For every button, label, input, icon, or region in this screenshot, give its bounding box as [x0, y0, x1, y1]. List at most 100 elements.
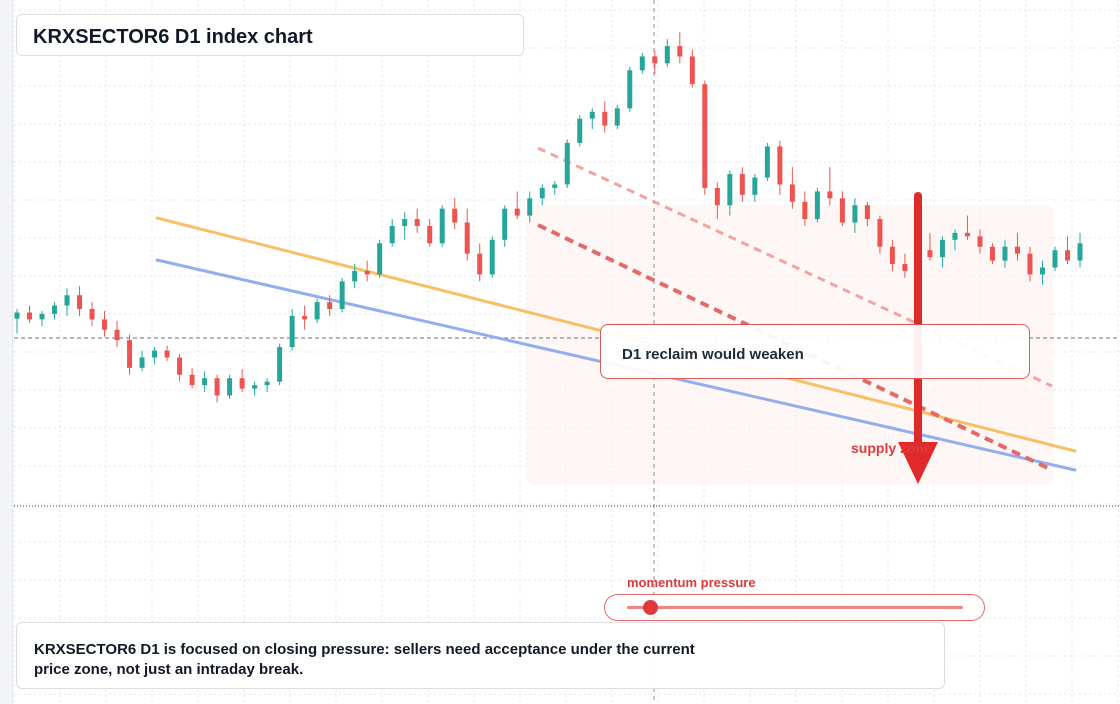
- candle-up: [64, 295, 70, 306]
- candle-up: [227, 378, 233, 396]
- candle-up: [277, 347, 283, 382]
- candle-down: [827, 191, 833, 199]
- bearish-arrow: [898, 192, 938, 484]
- candle-down: [427, 225, 433, 244]
- candle-down: [877, 219, 883, 247]
- left-rail: [0, 0, 13, 704]
- candle-down: [777, 146, 783, 185]
- title-card: KRXSECTOR6 D1 index chart: [16, 14, 524, 56]
- candle-down: [927, 250, 933, 258]
- candle-up: [52, 305, 58, 314]
- candle-down: [839, 198, 845, 223]
- candle-down: [127, 340, 133, 368]
- candle-down: [27, 312, 33, 320]
- candle-up: [352, 270, 358, 282]
- candle-up: [614, 108, 620, 126]
- momentum-label: momentum pressure: [627, 575, 756, 590]
- candle-down: [677, 46, 683, 57]
- candle-down: [102, 319, 108, 330]
- candle-up: [377, 243, 383, 275]
- candle-down: [1064, 250, 1070, 261]
- candle-down: [977, 236, 983, 247]
- momentum-track: [627, 606, 963, 609]
- candle-up: [664, 46, 670, 64]
- candle-up: [139, 357, 145, 368]
- reclaim-callout: D1 reclaim would weaken: [600, 324, 1030, 379]
- candle-down: [739, 174, 745, 195]
- candle-down: [964, 232, 970, 237]
- candle-up: [439, 208, 445, 244]
- candle-down: [864, 205, 870, 220]
- candle-down: [702, 84, 708, 188]
- candle-down: [902, 264, 908, 271]
- candle-up: [402, 219, 408, 226]
- candle-down: [414, 219, 420, 226]
- candle-up: [314, 302, 320, 320]
- lower-channel-line: [537, 223, 1053, 472]
- momentum-meter: [604, 594, 985, 621]
- candle-up: [752, 177, 758, 195]
- candle-down: [214, 378, 220, 396]
- candle-down: [1014, 246, 1020, 254]
- chart-title: KRXSECTOR6 D1 index chart: [33, 26, 313, 48]
- candle-up: [852, 205, 858, 223]
- candle-up: [502, 208, 508, 240]
- candle-up: [539, 187, 545, 199]
- candle-up: [252, 385, 258, 389]
- candle-up: [952, 232, 958, 240]
- candle-down: [789, 184, 795, 202]
- candle-down: [652, 56, 658, 64]
- candle-up: [1052, 250, 1058, 268]
- candle-up: [389, 225, 395, 244]
- note-text: KRXSECTOR6 D1 is focused on closing pres…: [34, 641, 695, 678]
- candle-up: [589, 111, 595, 119]
- candle-down: [802, 201, 808, 220]
- candle-down: [114, 329, 120, 341]
- candle-up: [289, 315, 295, 348]
- momentum-knob[interactable]: [643, 600, 659, 615]
- candle-down: [177, 357, 183, 375]
- candle-up: [627, 70, 633, 109]
- candle-down: [514, 208, 520, 216]
- candle-down: [164, 350, 170, 358]
- candle-up: [14, 312, 20, 319]
- candle-down: [327, 302, 333, 310]
- candle-up: [152, 350, 158, 358]
- callout-text: D1 reclaim would weaken: [622, 346, 804, 363]
- candle-up: [39, 313, 45, 320]
- candle-up: [764, 146, 770, 178]
- candle-down: [464, 222, 470, 254]
- candle-up: [489, 239, 495, 275]
- candle-up: [1077, 243, 1083, 261]
- candle-down: [477, 253, 483, 275]
- note-card: KRXSECTOR6 D1 is focused on closing pres…: [16, 622, 945, 689]
- candle-up: [1039, 267, 1045, 275]
- candle-up: [727, 174, 733, 206]
- candle-up: [552, 184, 558, 188]
- supply-zone-label: supply zone: [851, 440, 932, 456]
- candle-up: [939, 239, 945, 258]
- candle-down: [1027, 253, 1033, 275]
- candle-down: [602, 111, 608, 126]
- candle-up: [564, 142, 570, 185]
- candle-down: [989, 246, 995, 261]
- candle-down: [689, 56, 695, 85]
- candle-down: [889, 246, 895, 265]
- candle-down: [89, 309, 95, 320]
- candle-down: [302, 315, 308, 320]
- candle-up: [339, 281, 345, 310]
- candle-up: [814, 191, 820, 220]
- candle-down: [239, 378, 245, 389]
- candle-down: [77, 295, 83, 310]
- candle-up: [1002, 246, 1008, 261]
- candle-up: [202, 378, 208, 386]
- candle-down: [714, 187, 720, 206]
- upper-channel-line: [537, 146, 1053, 388]
- candle-up: [527, 198, 533, 216]
- candle-up: [639, 56, 645, 71]
- candle-up: [264, 381, 270, 386]
- candles: [14, 32, 1083, 403]
- candle-down: [452, 208, 458, 223]
- candle-down: [364, 270, 370, 275]
- candle-up: [577, 118, 583, 143]
